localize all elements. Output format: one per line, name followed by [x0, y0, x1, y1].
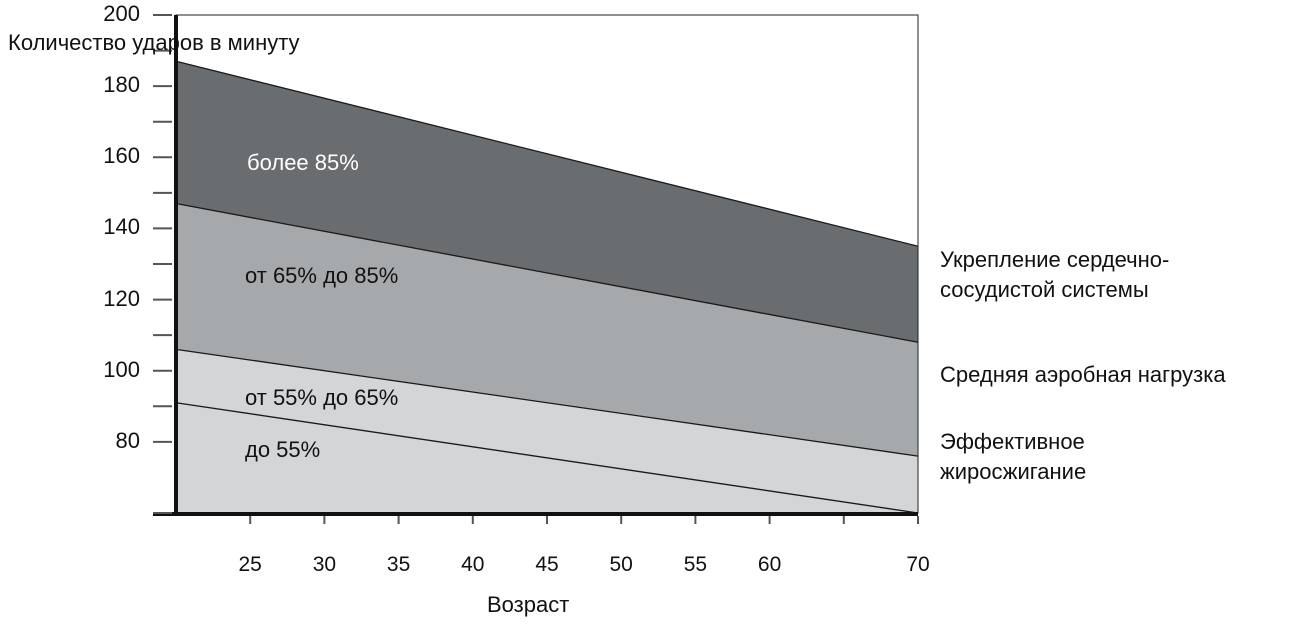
- x-tick-label: 70: [906, 553, 930, 576]
- y-tick-label: 120: [103, 285, 140, 311]
- zone-area-2: [176, 349, 918, 513]
- x-tick-label: 60: [757, 553, 782, 576]
- x-tick-label: 50: [609, 553, 633, 576]
- boundary-line-1: [175, 202, 919, 343]
- y-tick-label: 140: [103, 214, 140, 240]
- x-tick-label: 45: [535, 553, 559, 576]
- y-tick-label: 160: [103, 143, 140, 169]
- zone-label-55-65: от 55% до 65%: [245, 385, 399, 410]
- zone-area-1: [176, 203, 918, 457]
- boundary-line-0: [175, 60, 919, 247]
- zone-label-above-85: более 85%: [247, 150, 359, 175]
- x-axis-title: Возраст: [487, 592, 570, 617]
- x-tick-label: 35: [386, 553, 411, 576]
- y-tick-label: 80: [115, 427, 140, 453]
- x-tick-label: 55: [683, 553, 708, 576]
- boundary-line-2: [175, 348, 919, 457]
- side-label-cardio: Укрепление сердечно-сосудистой системы: [940, 247, 1170, 302]
- y-tick-label: 200: [103, 1, 140, 26]
- y-axis-title: Количество ударов в минуту: [8, 30, 300, 55]
- boundary-line-3: [175, 402, 919, 514]
- zone-area-0: [176, 61, 918, 343]
- side-label-aerobic: Средняя аэробная нагрузка: [940, 362, 1226, 387]
- x-tick-label: 30: [312, 553, 337, 576]
- x-tick-label: 40: [461, 553, 485, 576]
- zone-label-below-55: до 55%: [245, 437, 321, 462]
- x-tick-label: 25: [238, 553, 262, 576]
- y-tick-label: 100: [103, 356, 140, 382]
- y-tick-label: 180: [103, 72, 140, 98]
- zone-label-65-85: от 65% до 85%: [245, 263, 399, 288]
- side-label-fat-burn: Эффективное жиросжигание: [940, 429, 1087, 484]
